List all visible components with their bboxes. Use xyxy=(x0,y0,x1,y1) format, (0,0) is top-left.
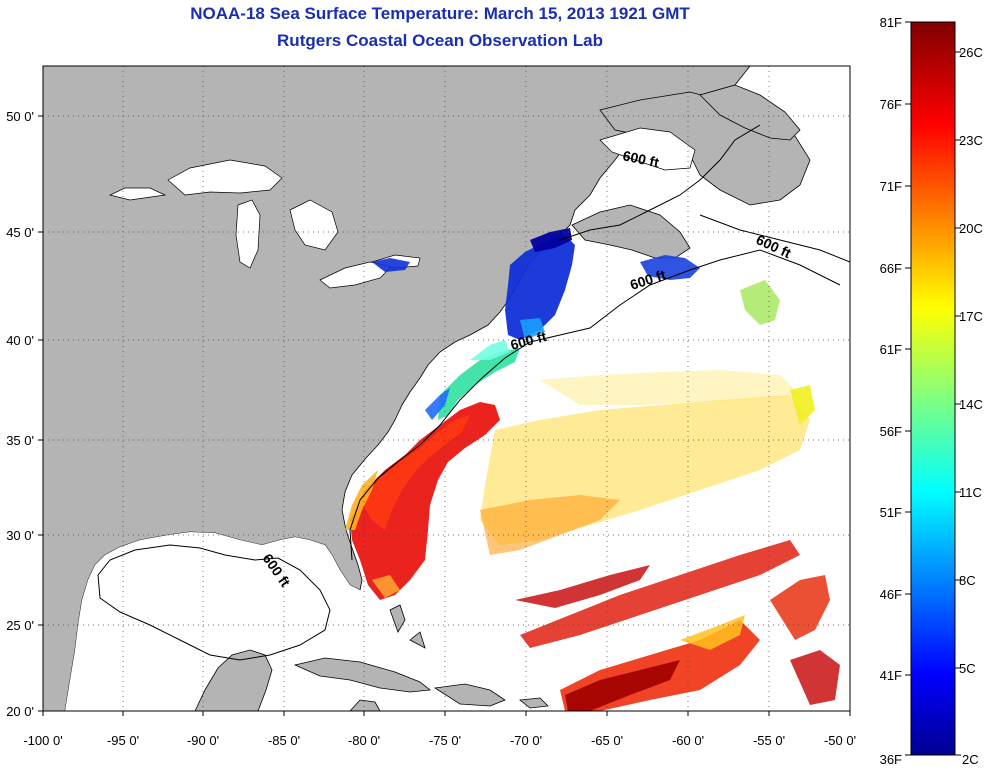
land-north-america xyxy=(43,66,811,711)
gulf-of-mexico xyxy=(65,532,372,711)
lat-axis-labels: 50 0' 45 0' 40 0' 35 0' 30 0' 25 0' 20 0… xyxy=(6,109,34,719)
map-frame xyxy=(42,65,851,712)
map-panel: 600 ft 600 ft 600 ft 600 ft 600 ft xyxy=(43,66,850,711)
lon-axis-labels: -100 0' -95 0' -90 0' -85 0' -80 0' -75 … xyxy=(23,733,856,748)
colorbar-f-label: 71F xyxy=(880,179,902,194)
colorbar-c-label: 23C xyxy=(959,133,983,148)
lon-tick-label: -80 0' xyxy=(348,733,380,748)
lon-tick-label: -90 0' xyxy=(187,733,219,748)
sst-data-layer xyxy=(345,228,840,711)
colorbar-c-label: 8C xyxy=(959,573,976,588)
lon-tick-label: -85 0' xyxy=(268,733,300,748)
lon-tick-label: -50 0' xyxy=(824,733,856,748)
great-lakes xyxy=(108,127,696,289)
lat-tick-label: 30 0' xyxy=(6,528,34,543)
colorbar-c-label: 26C xyxy=(959,45,983,60)
colorbar-f-label: 61F xyxy=(880,342,902,357)
lon-tick-label: -70 0' xyxy=(510,733,542,748)
colorbar-c-label: 5C xyxy=(959,661,976,676)
isobath-contours xyxy=(97,124,850,661)
lon-tick-label: -60 0' xyxy=(672,733,704,748)
colorbar-c-label: 14C xyxy=(959,397,983,412)
colorbar-f-label: 36F xyxy=(880,752,902,767)
axis-tick-marks xyxy=(38,115,851,716)
lon-tick-label: -95 0' xyxy=(107,733,139,748)
lon-tick-label: -75 0' xyxy=(429,733,461,748)
lat-tick-label: 35 0' xyxy=(6,433,34,448)
land-yucatan xyxy=(194,649,273,711)
lon-tick-label: -55 0' xyxy=(753,733,785,748)
colorbar-f-label: 56F xyxy=(880,424,902,439)
colorbar-c-label: 20C xyxy=(959,221,983,236)
colorbar-f-label: 66F xyxy=(880,261,902,276)
lat-tick-label: 40 0' xyxy=(6,333,34,348)
colorbar-f-label: 46F xyxy=(880,587,902,602)
lon-tick-label: -100 0' xyxy=(23,733,62,748)
temperature-colorbar: 81F 76F 71F 66F 61F 56F 51F 46F 41F 36F … xyxy=(880,15,983,767)
isobath-label: 600 ft xyxy=(621,147,660,170)
lat-tick-label: 25 0' xyxy=(6,618,34,633)
colorbar-gradient xyxy=(910,21,956,756)
lat-tick-label: 45 0' xyxy=(6,225,34,240)
land-caribbean xyxy=(293,604,549,711)
colorbar-f-label: 41F xyxy=(880,668,902,683)
colorbar-f-label: 76F xyxy=(880,97,902,112)
colorbar-c-label: 17C xyxy=(959,309,983,324)
colorbar-c-label: 2C xyxy=(962,752,979,767)
colorbar-f-label: 81F xyxy=(880,15,902,30)
colorbar-f-label: 51F xyxy=(880,505,902,520)
colorbar-c-label: 11C xyxy=(959,485,982,500)
map-subtitle: Rutgers Coastal Ocean Observation Lab xyxy=(277,31,603,50)
lon-tick-label: -65 0' xyxy=(591,733,623,748)
lat-tick-label: 20 0' xyxy=(6,704,34,719)
lat-tick-label: 50 0' xyxy=(6,109,34,124)
map-title: NOAA-18 Sea Surface Temperature: March 1… xyxy=(190,4,690,23)
